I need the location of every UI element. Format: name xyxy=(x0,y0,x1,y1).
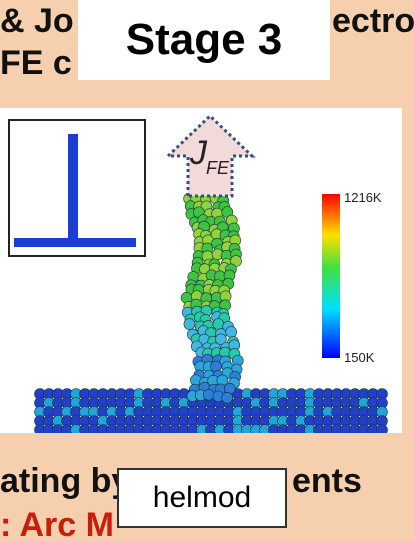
sphere xyxy=(184,319,195,330)
text-fragment: : Arc M xyxy=(0,506,114,541)
stage-title: Stage 3 xyxy=(78,0,330,80)
sphere xyxy=(203,389,214,400)
sphere xyxy=(226,326,237,337)
arrow-sub: FE xyxy=(206,158,230,178)
caption-box: helmod xyxy=(117,468,287,528)
sphere xyxy=(213,319,224,330)
colorbar-max: 1216K xyxy=(344,190,382,205)
slide: & Jo ectro FE c Stage 3 J FE 1216K 150K … xyxy=(0,0,414,541)
inset-stem xyxy=(68,134,78,242)
sphere xyxy=(210,361,221,372)
text-fragment: & Jo xyxy=(0,2,74,41)
text-fragment: ating by xyxy=(0,462,130,501)
colorbar xyxy=(322,194,340,358)
simulation-image: J FE 1216K 150K xyxy=(0,108,402,433)
text-fragment: ectro xyxy=(332,2,414,41)
text-fragment: FE c xyxy=(0,44,72,83)
text-fragment: ents xyxy=(292,462,362,501)
sphere xyxy=(222,392,233,403)
sphere xyxy=(377,425,388,434)
inset-base xyxy=(14,238,136,247)
colorbar-min: 150K xyxy=(344,350,375,365)
